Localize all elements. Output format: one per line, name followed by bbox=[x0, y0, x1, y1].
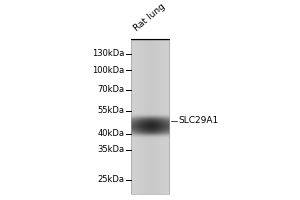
Text: Rat lung: Rat lung bbox=[133, 2, 167, 33]
Text: 55kDa: 55kDa bbox=[98, 106, 124, 115]
Text: 130kDa: 130kDa bbox=[92, 49, 124, 58]
Bar bbox=[130, 40, 170, 194]
Text: 40kDa: 40kDa bbox=[98, 129, 124, 138]
Text: 25kDa: 25kDa bbox=[98, 175, 124, 184]
Text: SLC29A1: SLC29A1 bbox=[178, 116, 219, 125]
Text: 70kDa: 70kDa bbox=[98, 85, 124, 94]
Text: 35kDa: 35kDa bbox=[98, 145, 124, 154]
Text: 100kDa: 100kDa bbox=[92, 66, 124, 75]
